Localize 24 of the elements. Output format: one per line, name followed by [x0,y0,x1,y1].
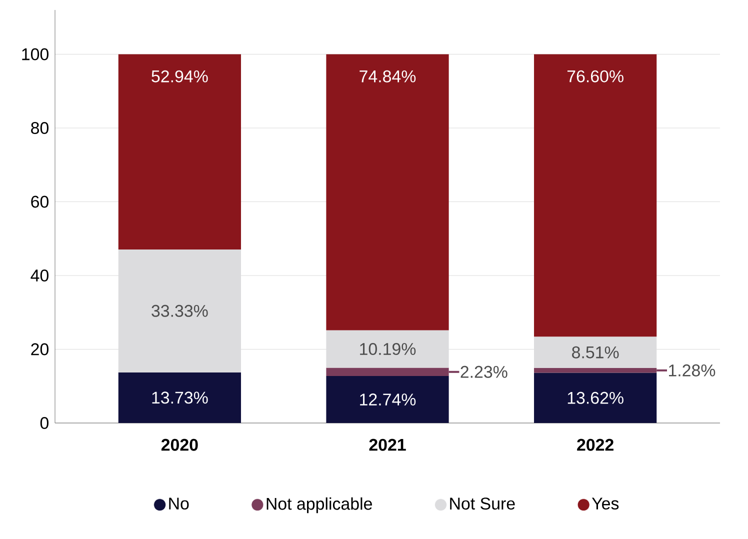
y-tick-label: 80 [31,122,48,134]
data-label: 12.74% [360,394,416,406]
legend-label: No [169,498,189,510]
x-tick-label: 2021 [369,438,406,451]
data-label: 13.62% [568,392,624,404]
data-label: 1.28% [669,364,716,376]
data-label: 10.19% [360,343,416,356]
data-label: 33.33% [152,304,208,317]
legend-label: Not Sure [450,498,515,510]
data-label: 76.60% [567,70,624,82]
y-tick-label: 40 [30,270,48,282]
x-tick-label: 2020 [161,438,198,451]
legend-label: Yes [592,498,619,510]
y-tick-label: 60 [31,196,48,208]
data-label: 8.51% [572,346,619,358]
data-label: 13.73% [152,392,208,404]
y-tick-label: 100 [22,48,48,60]
y-tick-label: 0 [40,417,48,429]
x-tick-label: 2022 [577,438,614,451]
legend-label: Not applicable [266,497,372,514]
data-label: 74.84% [360,70,416,82]
data-label: 2.23% [460,366,508,378]
data-label: 52.94% [152,70,208,82]
y-tick-label: 20 [31,343,48,356]
